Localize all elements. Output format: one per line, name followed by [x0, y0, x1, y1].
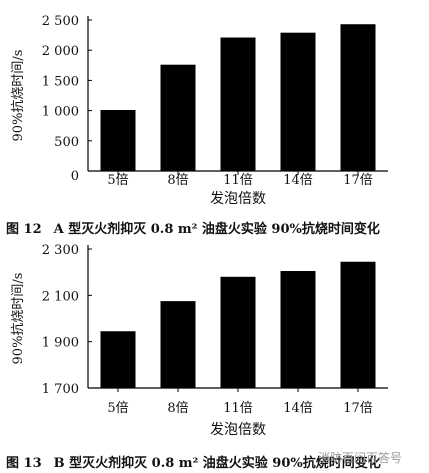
y-tick-label: 2 000	[42, 44, 79, 59]
y-tick-label: 1 700	[42, 382, 79, 397]
x-tick-label: 5倍	[107, 401, 128, 416]
x-axis-label: 发泡倍数	[210, 191, 266, 207]
bar-4	[280, 32, 316, 172]
y-tick-label: 500	[54, 135, 79, 150]
x-tick-label: 5倍	[107, 173, 128, 188]
x-tick-label: 8倍	[167, 173, 188, 188]
y-tick-label: 1 900	[42, 336, 79, 351]
bar-5	[340, 261, 376, 388]
watermark-text: 消防百问百答号	[318, 451, 403, 465]
chart-1: 0 500 1 000 1 500 2 000 2 500 5倍 8倍 11倍 14倍 17倍发泡倍…	[11, 14, 388, 207]
bar-2	[160, 301, 196, 388]
figure-12-number: 图 12	[6, 222, 42, 237]
x-tick-label: 14倍	[283, 173, 313, 188]
y-tick-label: 1 500	[42, 74, 79, 89]
bar-1	[100, 109, 136, 171]
figure-12-caption: 图 12 A 型灭火剂抑灭 0.8 m² 油盘火实验 90%抗烧时间变化	[6, 218, 380, 237]
figure-12-title: A 型灭火剂抑灭 0.8 m² 油盘火实验 90%抗烧时间变化	[53, 222, 380, 237]
bar-4	[280, 271, 316, 388]
x-tick-label: 11倍	[223, 173, 253, 188]
y-tick-label: 1 000	[42, 105, 79, 120]
x-tick-label: 14倍	[283, 401, 313, 416]
y-tick-label: 0	[71, 169, 79, 184]
x-tick-label: 17倍	[343, 401, 373, 416]
figure-13-title: B 型灭火剂抑灭 0.8 m² 油盘火实验 90%抗烧时间变化	[53, 456, 381, 471]
x-tick-label: 17倍	[343, 173, 373, 188]
y-axis-label: 90%抗烧时间/s	[11, 50, 26, 142]
bar-1	[100, 331, 136, 388]
bar-3	[220, 37, 256, 172]
x-axis-label: 发泡倍数	[210, 422, 266, 438]
figure-13-number: 图 13	[6, 456, 42, 471]
bar-5	[340, 24, 376, 172]
bar-2	[160, 64, 196, 171]
y-axis-label: 90%抗烧时间/s	[11, 273, 26, 365]
y-tick-label: 2 300	[42, 243, 79, 258]
x-tick-label: 8倍	[167, 401, 188, 416]
bar-3	[220, 276, 256, 388]
x-tick-label: 11倍	[223, 401, 253, 416]
figure-13-caption: 图 13 B 型灭火剂抑灭 0.8 m² 油盘火实验 90%抗烧时间变化	[6, 452, 381, 471]
y-tick-label: 2 500	[42, 14, 79, 29]
y-tick-label: 2 100	[42, 289, 79, 304]
